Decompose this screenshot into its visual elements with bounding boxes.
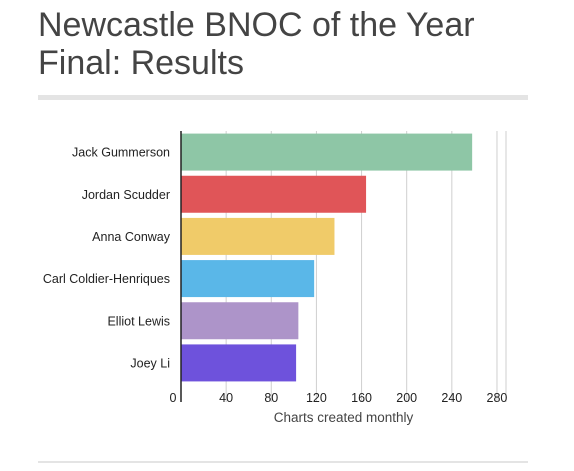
title-divider [38,95,528,100]
category-label: Jack Gummerson [72,146,170,160]
category-label: Elliot Lewis [107,314,170,328]
x-tick-label: 80 [264,391,278,405]
x-axis-title: Charts created monthly [274,410,414,425]
bar [181,260,315,298]
category-label: Anna Conway [92,230,171,244]
x-tick-label: 120 [306,391,327,405]
category-label: Carl Coldier-Henriques [43,272,170,286]
bar [181,175,367,213]
category-labels: Jack Gummerson Jordan Scudder Anna Conway C… [43,146,171,371]
x-tick-label: 160 [351,391,372,405]
x-tick-label: 280 [487,391,508,405]
bar [181,302,299,340]
title-line-2: Final: Results [38,44,244,82]
bar [181,133,473,171]
category-label: Jordan Scudder [82,188,170,202]
category-label: Joey Li [130,356,170,370]
bars [181,133,473,382]
x-tick-label: 200 [396,391,417,405]
x-tick-label: 0 [170,391,177,405]
tick-labels: 0 40 80 120 160 200 240 280 [170,391,508,405]
bottom-divider [38,461,528,463]
bar [181,344,297,382]
bar [181,217,335,255]
x-tick-label: 240 [441,391,462,405]
title-line-1: Newcastle BNOC of the Year [38,6,475,44]
page-title: Newcastle BNOC of the Year Final: Result… [38,6,558,82]
x-tick-label: 40 [219,391,233,405]
